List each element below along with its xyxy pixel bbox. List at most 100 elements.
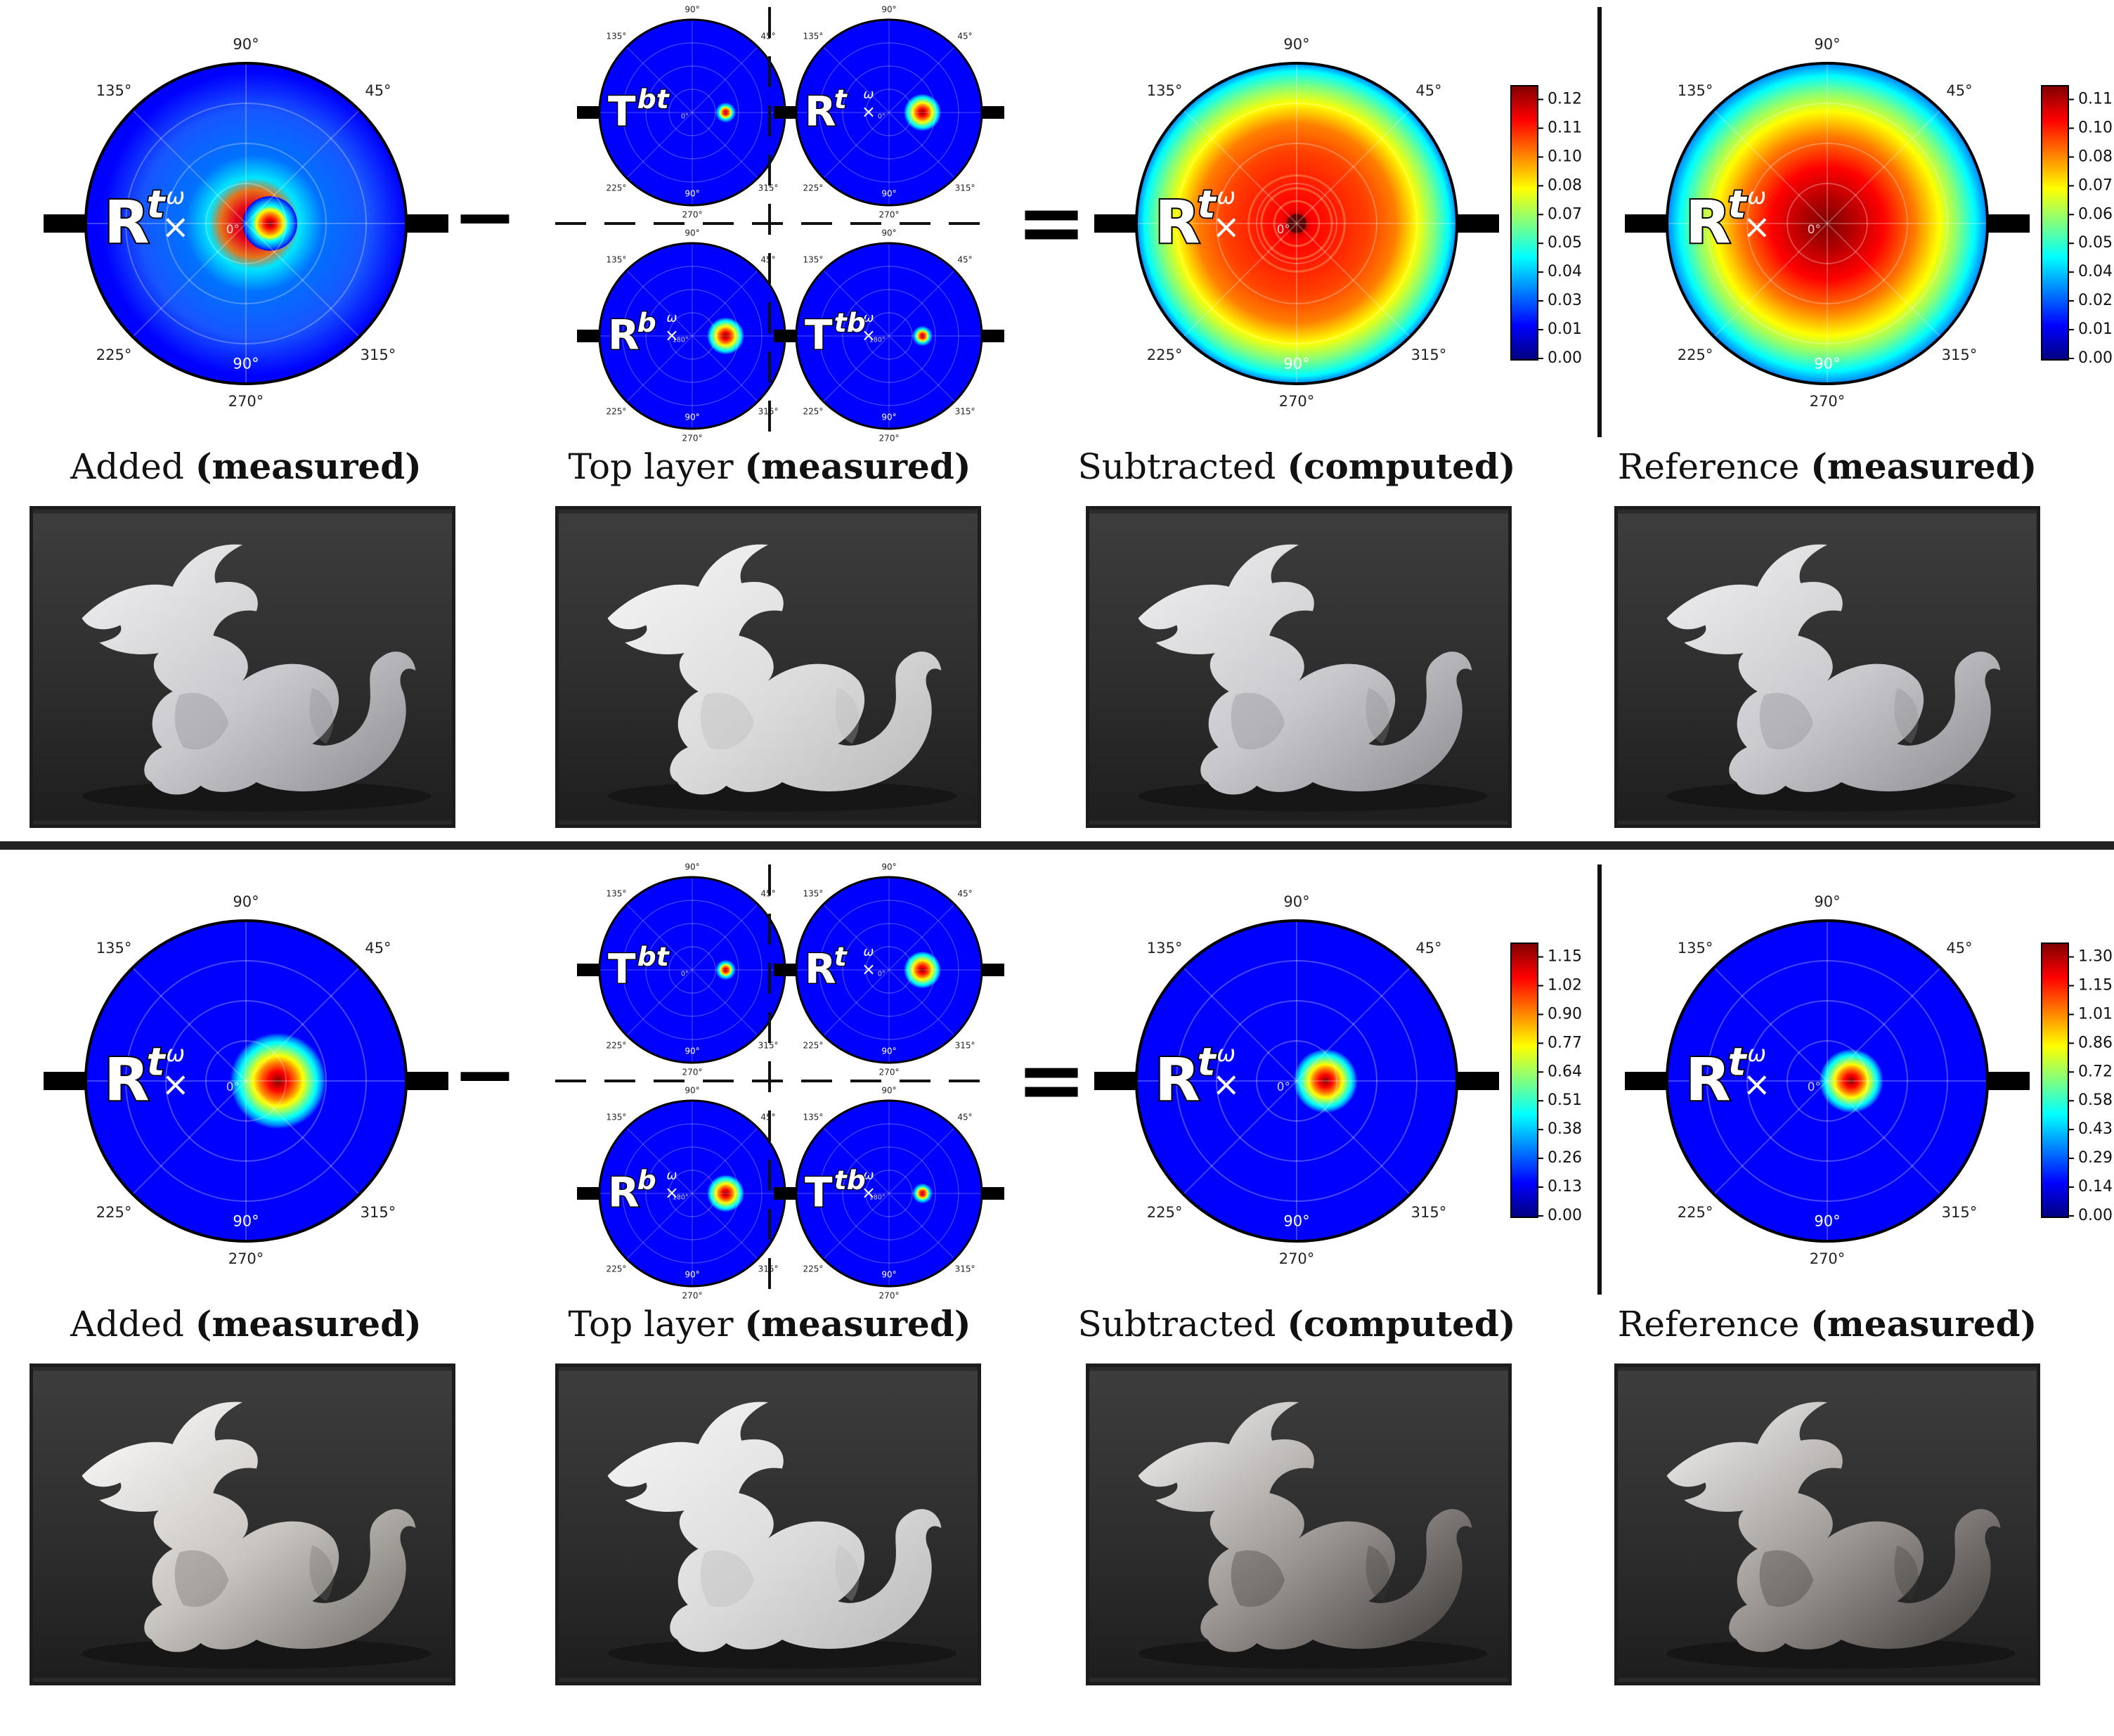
colorbar-tick-label: 0.03 xyxy=(1548,292,1582,309)
top-layer-polar-0: 90°45°135°225°315°270°90°0° xyxy=(598,5,786,220)
angle-label-135: 135° xyxy=(96,940,132,957)
polar-disc xyxy=(599,877,785,1063)
caption-reference: Reference (measured) xyxy=(1618,1303,2037,1345)
caption-subtracted: Subtracted (computed) xyxy=(1077,446,1515,487)
colorbar-gradient xyxy=(1510,85,1538,361)
angle-label-90: 90° xyxy=(233,36,259,53)
incident-marker: × xyxy=(862,102,876,122)
lobe xyxy=(230,1032,326,1129)
render-added xyxy=(30,506,455,828)
label-bar-left xyxy=(1094,1072,1136,1090)
colorbar: 1.15 1.02 0.90 0.77 0.64 0.51 0.38 0.26 0.13 0.00 xyxy=(1510,943,1582,1224)
omega-i-label: ω xyxy=(666,1168,677,1183)
subtracted-polar-plot: 90° 45° 135° 225° 315° 270° 90° 0° ×ω xyxy=(1135,893,1458,1267)
colorbar-tick-label: 0.10 xyxy=(2078,119,2113,136)
grid-spoke xyxy=(626,270,758,402)
term-symbol: R xyxy=(805,88,836,136)
grid-spoke xyxy=(1183,967,1411,1195)
polar-disc xyxy=(796,20,982,205)
grid-spoke xyxy=(1713,110,1941,337)
colorbar-tick-label: 0.04 xyxy=(1548,263,1582,280)
caption-text: Top layer xyxy=(568,446,745,487)
grid-spoke xyxy=(626,904,758,1036)
incident-marker: × xyxy=(162,207,190,247)
label-bar-right xyxy=(982,964,1004,976)
caption-emphasis: (measured) xyxy=(195,446,422,487)
angle-label-225: 225° xyxy=(803,1041,824,1051)
term-superscript: t xyxy=(834,84,848,115)
angle-label-center: 0° xyxy=(1277,222,1290,236)
grid-ring xyxy=(645,923,739,1017)
angle-label-45: 45° xyxy=(957,31,972,41)
angle-label-45: 45° xyxy=(1946,82,1972,99)
grid-spoke xyxy=(1713,967,1941,1195)
colorbar-tick-label: 1.30 xyxy=(2078,948,2113,966)
angle-label-225: 225° xyxy=(803,407,824,417)
angle-label-225: 225° xyxy=(1678,1204,1713,1221)
grid-ring xyxy=(205,1040,287,1122)
colorbar-tick-label: 0.13 xyxy=(1548,1178,1582,1196)
term-label-Rt: Rt xyxy=(44,181,448,258)
angle-label-90: 90° xyxy=(1814,893,1840,910)
angle-label-center: 180° xyxy=(673,1193,689,1201)
colorbar-tick-label: 0.05 xyxy=(2078,234,2113,252)
incident-marker: × xyxy=(162,1065,190,1104)
dragon-render xyxy=(33,1371,452,1678)
term-superscript: b xyxy=(637,1165,656,1196)
angle-label-90: 90° xyxy=(233,893,259,910)
added-polar-plot: 90° 45° 135° 225° 315° 270° 90° 0° ×ω xyxy=(84,893,408,1267)
lobe xyxy=(707,317,744,355)
grid-ring xyxy=(865,312,913,360)
lobe xyxy=(904,93,941,131)
colorbar-tick-label: 0.26 xyxy=(1548,1149,1582,1167)
colorbar-tick-label: 0.06 xyxy=(2078,205,2113,223)
angle-label-45: 45° xyxy=(1946,940,1972,957)
angle-label-135: 135° xyxy=(803,254,824,264)
grid-ring xyxy=(165,1000,327,1162)
grid-ring xyxy=(165,143,327,304)
label-bar-right xyxy=(982,106,1004,119)
grid-ring xyxy=(1176,960,1418,1202)
colorbar-tick-label: 0.90 xyxy=(1548,1005,1582,1023)
grid-spoke xyxy=(626,904,758,1036)
angle-label-center: 0° xyxy=(1808,222,1821,236)
lobe xyxy=(912,1183,933,1204)
caption-top-layer: Top layer (measured) xyxy=(569,446,971,487)
label-bar-left xyxy=(1094,214,1136,233)
term-label-Rt: Rt xyxy=(1094,181,1499,258)
colorbar-gradient xyxy=(2041,943,2069,1218)
label-bar-left xyxy=(774,330,796,342)
grid-spoke xyxy=(626,1127,758,1259)
colorbar-tick-label: 0.01 xyxy=(1548,320,1582,338)
colorbar-tick-label: 0.10 xyxy=(1548,148,1582,165)
angle-label-315: 315° xyxy=(955,183,975,193)
angle-label-270: 270° xyxy=(682,210,703,220)
angle-label-center: 0° xyxy=(226,222,240,236)
colorbar-tick-label: 0.05 xyxy=(1548,234,1582,252)
colorbar-tick-label: 1.15 xyxy=(2078,976,2113,994)
dragon-render xyxy=(33,513,452,821)
term-superscript: t xyxy=(146,1039,166,1084)
label-bar-left xyxy=(577,106,599,119)
grid-ring xyxy=(668,312,716,360)
angle-label-225: 225° xyxy=(607,1041,627,1051)
caption-subtracted: Subtracted (computed) xyxy=(1077,1303,1515,1345)
term-superscript: tb xyxy=(834,307,866,338)
grid-spoke xyxy=(132,967,360,1195)
angle-label-center: 0° xyxy=(1277,1080,1290,1094)
grid-ring xyxy=(1786,183,1868,264)
angle-label-270: 270° xyxy=(1279,393,1315,410)
grid-ring xyxy=(668,1170,716,1217)
term-label-Rt: Rt xyxy=(1094,1038,1499,1115)
caption-emphasis: (computed) xyxy=(1287,1303,1516,1345)
incident-marker: × xyxy=(862,1183,876,1203)
angle-label-45: 45° xyxy=(1415,940,1441,957)
row-separator xyxy=(0,841,2114,850)
polar-disc xyxy=(796,877,982,1063)
angle-label-315: 315° xyxy=(361,1204,396,1221)
colorbar-tick-label: 0.08 xyxy=(1548,176,1582,194)
angle-label-center: 0° xyxy=(878,112,886,120)
angle-label-270: 270° xyxy=(682,434,703,443)
